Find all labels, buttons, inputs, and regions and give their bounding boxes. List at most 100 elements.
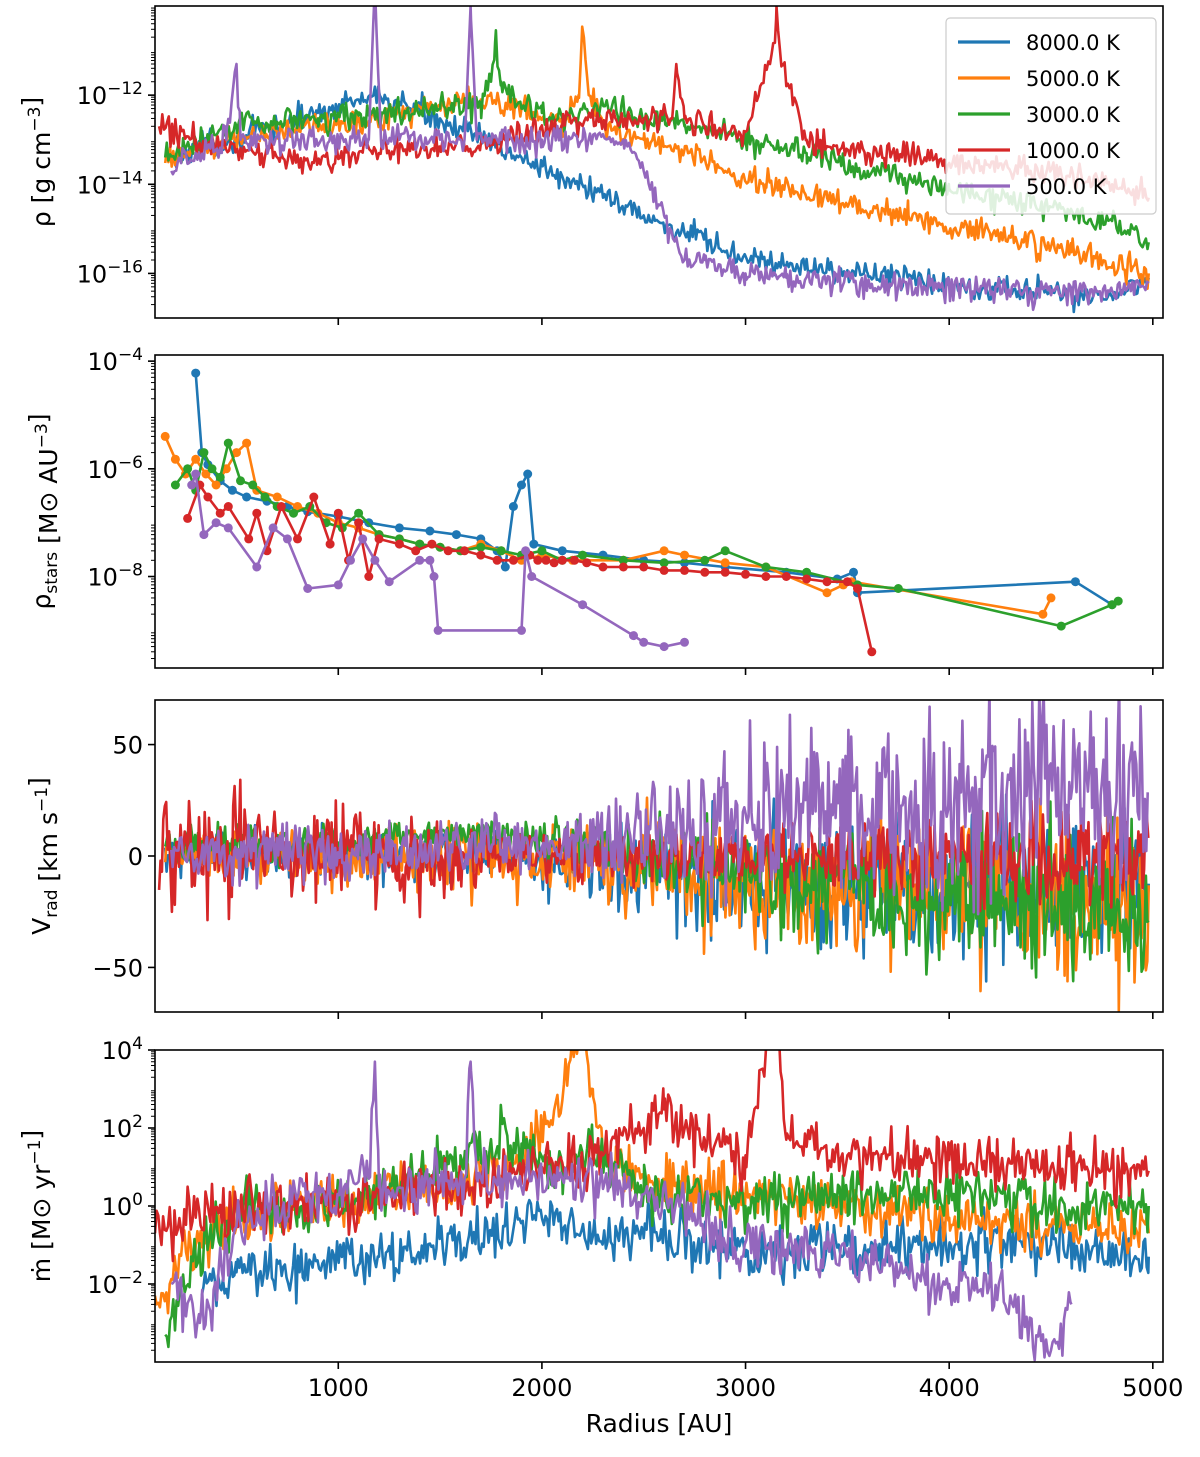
data-point (460, 546, 469, 556)
y-tick-label: 10−4 (87, 345, 143, 376)
y-axis-label: Vrad [km s−1] (24, 777, 63, 935)
data-point (557, 546, 567, 556)
data-point (1113, 596, 1123, 606)
data-point (629, 631, 638, 641)
data-point (183, 464, 193, 474)
x-axis-label: Radius [AU] (586, 1409, 733, 1438)
data-point (333, 580, 343, 590)
series-line (170, 1060, 1073, 1362)
data-point (849, 567, 858, 577)
panel-vrad: 50 0 −50 Vrad [km s−1] (24, 699, 1164, 1019)
data-point (415, 555, 425, 565)
legend-label: 8000.0 K (1026, 31, 1121, 55)
data-point (639, 637, 649, 647)
data-point (822, 588, 832, 598)
data-point (429, 572, 439, 581)
data-point (211, 480, 221, 490)
y-tick-label: 50 (112, 732, 143, 760)
data-point (549, 558, 559, 568)
data-point (508, 502, 518, 511)
data-point (223, 523, 233, 533)
y-tick-label: 10−16 (77, 257, 143, 288)
data-point (761, 562, 771, 572)
data-point (720, 558, 730, 568)
data-point (618, 562, 628, 572)
data-point (867, 647, 877, 657)
y-tick-label: −50 (92, 954, 143, 982)
y-tick-label: 10−12 (77, 79, 143, 110)
legend: 8000.0 K 5000.0 K 3000.0 K 1000.0 K 500.… (945, 17, 1157, 215)
data-point (659, 546, 669, 556)
data-point (223, 438, 233, 448)
data-point (433, 625, 443, 635)
data-point (425, 555, 435, 565)
y-tick-label: 10−6 (87, 453, 143, 484)
data-point (1056, 621, 1066, 631)
data-point (893, 584, 903, 593)
data-point (276, 502, 286, 511)
data-point (268, 523, 278, 533)
data-point (160, 431, 170, 441)
data-point (201, 469, 211, 479)
data-point (215, 508, 225, 518)
data-point (170, 480, 180, 490)
data-point (639, 562, 649, 572)
series-line (170, 85, 1150, 314)
series-line (164, 1103, 1150, 1349)
data-point (232, 448, 241, 458)
y-tick-label: 0 (128, 843, 143, 871)
data-point (358, 534, 368, 544)
data-point (215, 472, 225, 482)
data-point (282, 534, 292, 544)
data-point (557, 555, 567, 565)
data-point (191, 368, 201, 378)
data-point (578, 550, 588, 560)
data-point (781, 572, 791, 581)
data-point (187, 480, 197, 490)
data-point (527, 572, 537, 581)
series-line (190, 472, 685, 648)
x-tick-label: 4000 (919, 1374, 980, 1402)
data-point (598, 562, 608, 572)
data-point (476, 542, 486, 552)
data-point (244, 534, 254, 544)
data-point (346, 555, 355, 565)
data-point (659, 565, 669, 575)
data-point (680, 565, 689, 575)
data-point (523, 469, 533, 479)
data-point (659, 642, 669, 652)
series-line (163, 25, 1150, 290)
data-point (333, 508, 343, 518)
panel-rhostars: 10−4 10−6 10−8 ρstars [M⊙ AU−3] (24, 345, 1164, 675)
data-point (183, 513, 193, 523)
series-line (174, 441, 1119, 628)
data-point (364, 572, 374, 581)
data-point (443, 546, 453, 556)
data-point (761, 572, 771, 581)
data-point (541, 555, 551, 565)
data-point (242, 492, 252, 502)
data-point (802, 574, 812, 584)
data-point (680, 637, 689, 647)
data-point (293, 534, 302, 544)
y-axis-label: ρ [g cm−3] (17, 97, 56, 227)
legend-label: 1000.0 K (1026, 139, 1121, 163)
data-point (411, 546, 421, 556)
data-point (500, 562, 510, 572)
data-point (700, 555, 710, 565)
data-point (236, 476, 245, 486)
series-group (160, 368, 1123, 657)
x-tick-label: 2000 (511, 1374, 572, 1402)
legend-frame (945, 17, 1157, 215)
legend-label: 5000.0 K (1026, 67, 1121, 91)
data-point (517, 480, 526, 490)
plot-frame (154, 5, 1164, 319)
data-point (242, 438, 252, 448)
series-line (170, 6, 1150, 312)
panel-rho: 10−12 10−14 10−16 ρ [g cm−3] (17, 5, 1164, 325)
data-point (1046, 593, 1056, 603)
data-point (384, 577, 394, 587)
y-axis-label: ṁ [M⊙ yr−1] (17, 1130, 56, 1282)
data-point (517, 625, 526, 635)
